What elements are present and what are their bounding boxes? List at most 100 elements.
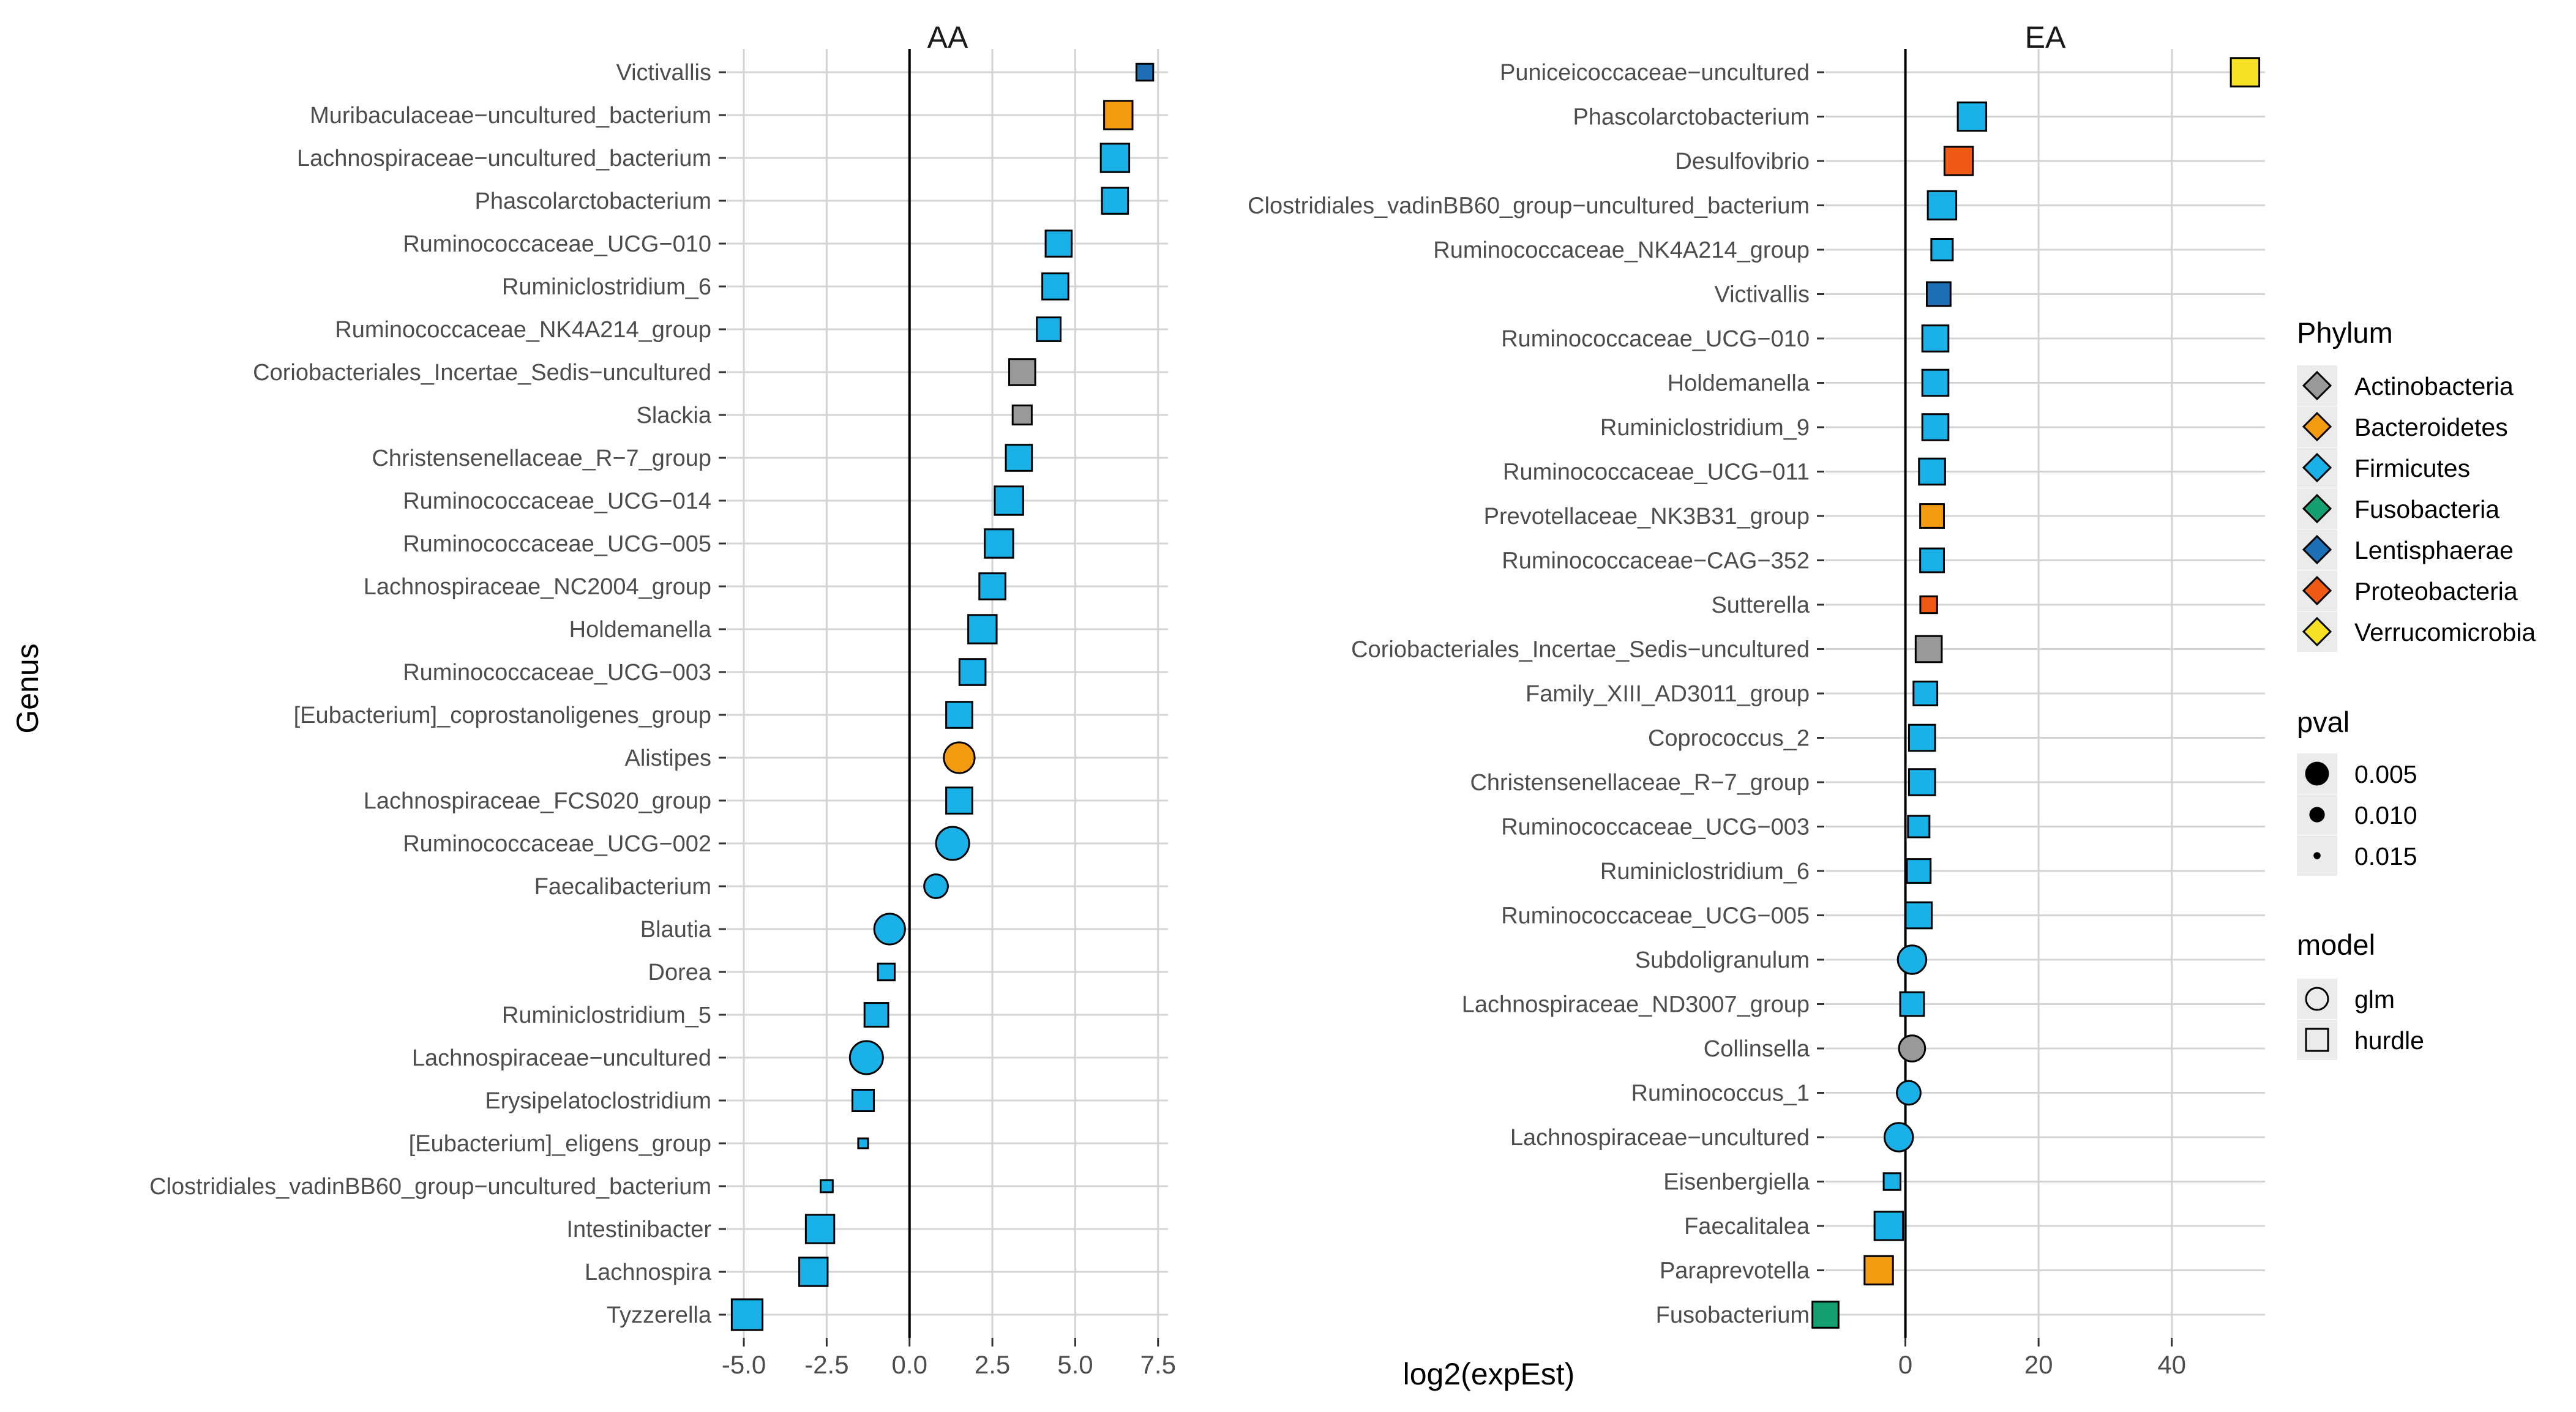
point-Holdemanella [1921,368,1950,397]
x-tick-label: -2.5 [804,1350,848,1379]
legend-key-bg [2297,979,2337,1019]
y-tick-label: Prevotellaceae_NK3B31_group [1484,504,1810,529]
point-[Eubacterium]_eligens_group [857,1137,869,1149]
panel-title: AA [927,20,968,54]
legend-diamond-fusobacteria [2302,493,2332,524]
y-axis-title: Genus [10,643,45,733]
legend-pval-label: 0.015 [2354,842,2417,870]
point-Lachnospiraceae_NC2004_group [978,572,1006,600]
y-tick-label: Phascolarctobacterium [474,189,711,214]
point-Clostridiales_vadinBB60_group−uncultured_bacterium [1926,190,1958,221]
y-tick-label: Victivallis [616,60,711,86]
legend: Phylum Actinobacteria Bacteroidetes Firmicu… [2297,316,2536,1060]
y-tick-label: Lachnospira [585,1260,712,1285]
y-tick-label: Phascolarctobacterium [1573,105,1810,130]
y-tick-label: Clostridiales_vadinBB60_group−uncultured… [1248,193,1810,219]
point-Ruminococcaceae_UCG−005 [1904,901,1933,930]
point-Ruminococcus_1 [1896,1080,1922,1106]
point-Ruminococcaceae_UCG−010 [1044,230,1073,258]
legend-model-title: model [2297,928,2375,961]
y-tick-label: Coriobacteriales_Incertae_Sedis−uncultur… [1351,637,1810,663]
point-[Eubacterium]_coprostanoligenes_group [945,701,973,729]
point-Paraprevotella [1863,1255,1894,1286]
y-tick-label: Ruminococcus_1 [1631,1081,1810,1107]
point-Subdoligranulum [1896,944,1928,975]
y-tick-label: Holdemanella [1668,371,1810,397]
legend-glm-circle [2305,987,2329,1011]
y-tick-label: Ruminiclostridium_5 [502,1003,711,1028]
point-Blautia [873,913,906,946]
point-Ruminiclostridium_5 [863,1002,889,1028]
legend-pval-label: 0.010 [2354,801,2417,829]
point-Ruminococcaceae_UCG−002 [935,826,970,861]
point-Holdemanella [967,614,998,644]
point-Lachnospira [798,1257,829,1287]
y-tick-label: Family_XIII_AD3011_group [1526,681,1810,707]
panel-aa: AA Victivallis Muribaculaceae−uncultured_b… [149,20,1176,1379]
y-tick-label: Eisenbergiella [1663,1170,1810,1195]
y-tick-label: Dorea [648,960,712,985]
y-tick-label: Coprococcus_2 [1648,726,1810,752]
y-tick-label: Subdoligranulum [1635,947,1810,973]
y-tick-label: Victivallis [1714,282,1810,308]
point-Christensenellaceae_R−7_group [1005,444,1033,472]
legend-pval-label: 0.005 [2354,760,2417,788]
x-tick-label: 2.5 [975,1350,1010,1379]
point-Lachnospiraceae_ND3007_group [1899,991,1925,1017]
point-Alistipes [943,741,976,774]
x-tick-label: 0.0 [892,1350,927,1379]
point-Lachnospiraceae−uncultured_bacterium [1099,143,1131,173]
point-Sutterella [1919,595,1938,614]
point-Fusobacterium [1811,1301,1840,1329]
legend-label-firmicutes: Firmicutes [2354,454,2470,482]
point-Ruminococcaceae_UCG−011 [1918,457,1946,486]
point-Ruminiclostridium_6 [1906,858,1932,884]
point-Victivallis [1926,281,1952,307]
y-tick-label: Ruminococcaceae_UCG−011 [1503,460,1810,485]
point-Coprococcus_2 [1908,723,1936,752]
legend-label-lentisphaerae: Lentisphaerae [2354,536,2514,564]
x-tick-label: 5.0 [1057,1350,1093,1379]
x-tick-label: -5.0 [722,1350,766,1379]
y-tick-label: Ruminococcaceae_NK4A214_group [1433,237,1810,263]
y-tick-label: Ruminiclostridium_6 [1600,859,1810,884]
y-tick-label: Ruminococcaceae_NK4A214_group [335,317,711,343]
panels: AA Victivallis Muribaculaceae−uncultured_b… [149,20,2265,1379]
x-tick-label: 40 [2157,1350,2186,1379]
point-Phascolarctobacterium [1101,187,1129,215]
y-tick-label: Faecalibacterium [534,874,711,900]
legend-hurdle-square [2305,1028,2329,1052]
point-Ruminococcaceae_UCG−003 [1907,815,1931,839]
point-Prevotellaceae_NK3B31_group [1919,503,1945,529]
legend-diamond-verrucomicrobia [2302,616,2332,647]
y-tick-label: Ruminococcaceae−CAG−352 [1502,548,1810,574]
y-tick-label: Ruminococcaceae_UCG−014 [403,488,711,514]
y-tick-label: Christensenellaceae_R−7_group [372,446,711,471]
panel-ea: EA Puniceicoccaceae−uncultured Phascolarct… [1248,20,2265,1379]
point-Lachnospiraceae−uncultured [1883,1122,1914,1152]
legend-phylum-title: Phylum [2297,316,2393,349]
legend-label-fusobacteria: Fusobacteria [2354,495,2499,523]
y-tick-label: Sutterella [1711,592,1810,618]
y-tick-label: Ruminococcaceae_UCG−010 [403,231,711,257]
y-tick-label: Ruminococcaceae_UCG−003 [403,660,711,685]
legend-diamond-proteobacteria [2302,575,2332,606]
y-tick-label: Holdemanella [569,617,712,643]
y-tick-label: Lachnospiraceae−uncultured [412,1045,711,1071]
point-Ruminococcaceae_UCG−003 [958,658,987,686]
point-Christensenellaceae_R−7_group [1908,768,1936,796]
y-tick-label: Lachnospiraceae_NC2004_group [364,574,711,600]
y-tick-label: Intestinibacter [566,1217,711,1242]
y-tick-label: Tyzzerella [607,1302,712,1328]
y-tick-label: Muribaculaceae−uncultured_bacterium [310,103,711,129]
legend-label-actinobacteria: Actinobacteria [2354,372,2514,400]
y-tick-label: Ruminococcaceae_UCG−010 [1501,326,1810,352]
legend-pval-dot [2313,852,2321,859]
y-tick-label: Ruminococcaceae_UCG−005 [403,531,711,557]
panel-title: EA [2025,20,2066,54]
point-Intestinibacter [804,1214,836,1244]
y-tick-label: Christensenellaceae_R−7_group [1470,770,1810,796]
point-Ruminococcaceae_UCG−014 [994,485,1024,516]
point-Faecalitalea [1873,1211,1904,1241]
